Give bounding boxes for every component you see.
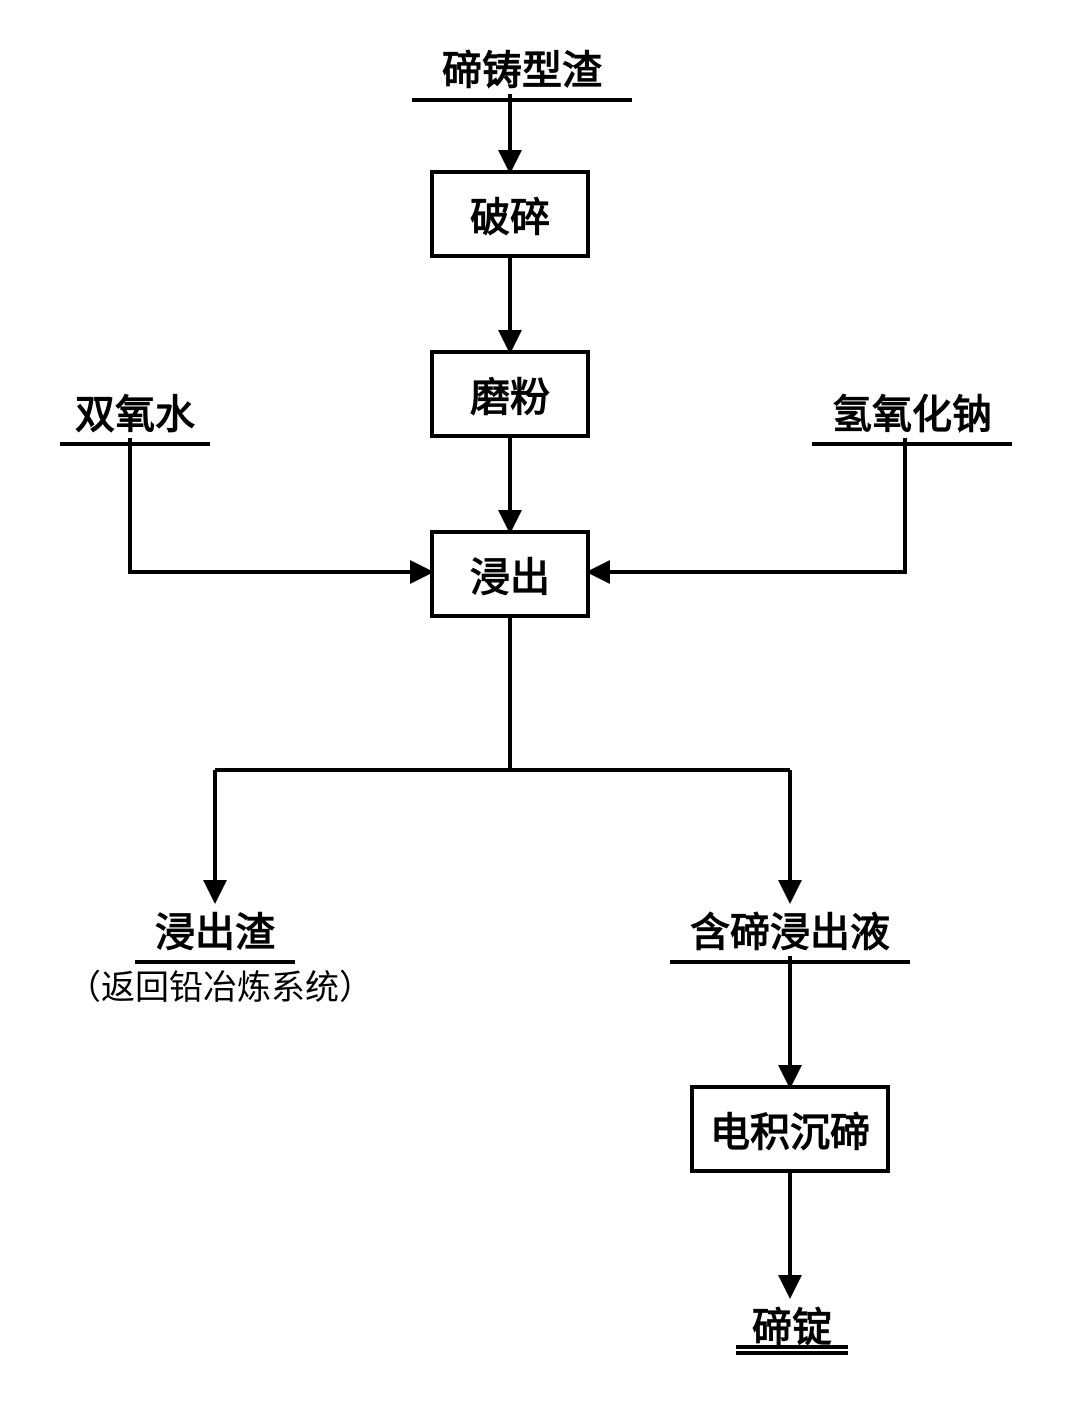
node-residue: 浸出渣	[135, 900, 295, 964]
edge-naoh-leach	[590, 438, 905, 572]
node-start: 碲铸型渣	[412, 38, 632, 102]
edge-h2o2-leach	[130, 438, 430, 572]
node-leach: 浸出	[430, 530, 590, 618]
node-teingot: 碲锭	[742, 1295, 842, 1353]
node-resparen: （返回铅冶炼系统）	[55, 960, 385, 1009]
node-electro: 电积沉碲	[690, 1085, 890, 1173]
node-crush: 破碎	[430, 170, 590, 258]
node-h2o2: 双氧水	[60, 382, 210, 446]
node-naoh: 氢氧化钠	[812, 382, 1012, 446]
node-grind: 磨粉	[430, 350, 590, 438]
node-teliq: 含碲浸出液	[670, 900, 910, 964]
